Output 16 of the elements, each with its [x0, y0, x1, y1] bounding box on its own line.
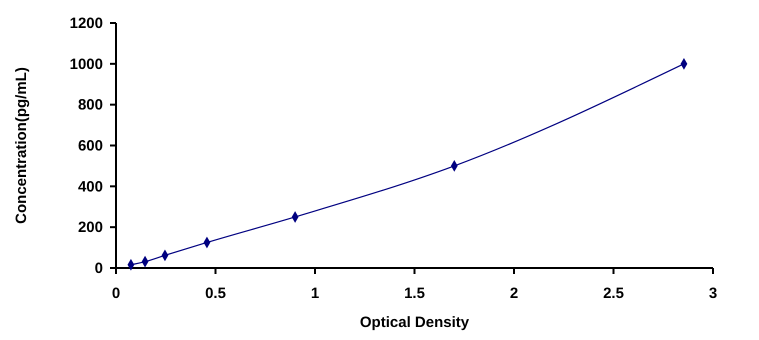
- y-axis-title: Concentration(pg/mL): [13, 67, 30, 224]
- y-tick-label: 0: [94, 260, 103, 277]
- x-tick-label: 0.5: [205, 285, 226, 302]
- x-tick-label: 2.5: [603, 285, 624, 302]
- x-tick-label: 1.5: [404, 285, 425, 302]
- x-tick-label: 0: [112, 285, 120, 302]
- y-tick-label: 1200: [70, 15, 103, 32]
- x-tick-label: 2: [510, 285, 518, 302]
- x-axis-title: Optical Density: [360, 314, 470, 331]
- y-tick-label: 800: [78, 96, 103, 114]
- y-tick-label: 1000: [70, 56, 103, 73]
- y-tick-label: 600: [78, 138, 103, 154]
- y-tick-label: 200: [78, 219, 103, 236]
- y-tick-label: 400: [78, 178, 103, 196]
- x-tick-label: 1: [310, 285, 320, 302]
- x-tick-label: 3: [708, 285, 718, 302]
